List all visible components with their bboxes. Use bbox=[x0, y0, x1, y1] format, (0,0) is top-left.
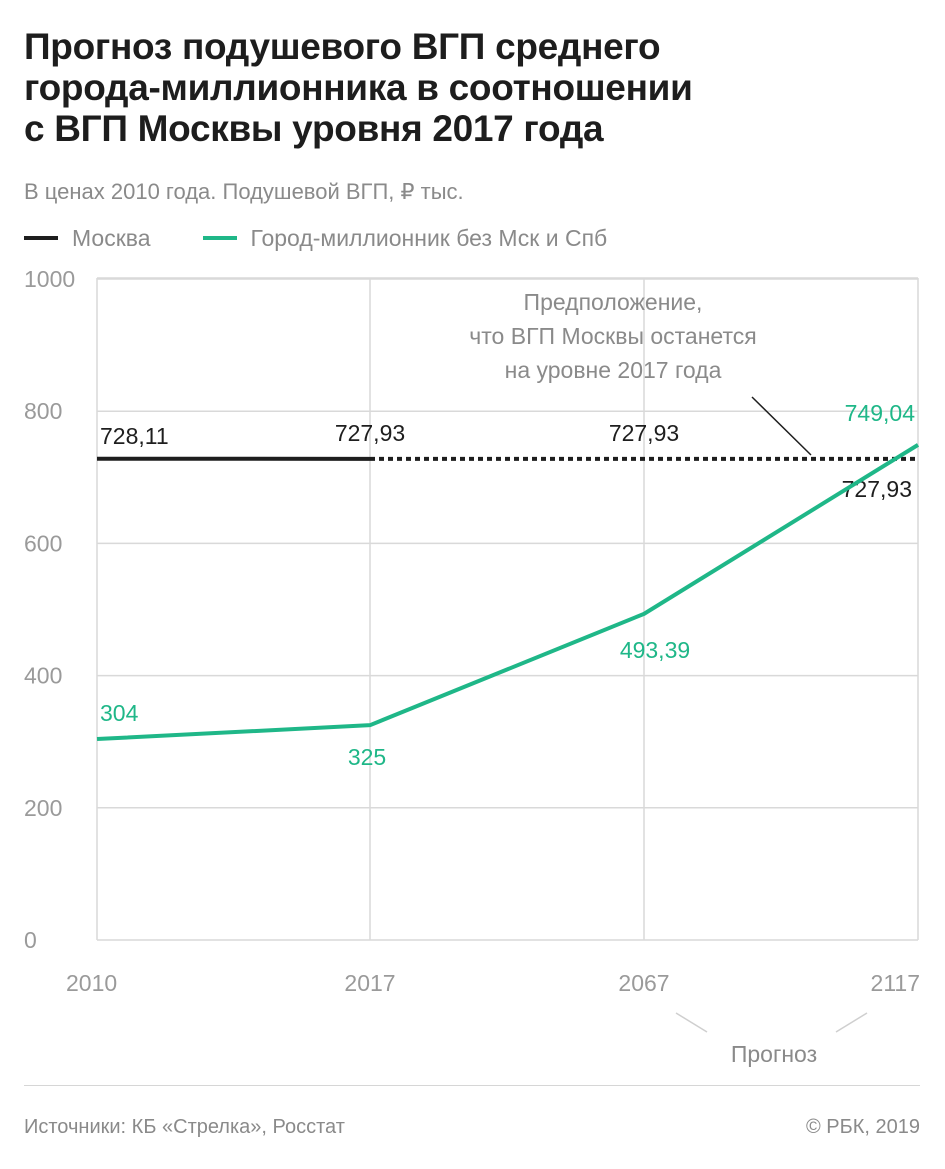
chart-title: Прогноз подушевого ВГП среднего города-м… bbox=[24, 26, 924, 149]
footer-divider bbox=[24, 1085, 920, 1086]
x-tick-label-2067: 2067 bbox=[618, 970, 669, 996]
y-tick-label-1000: 1000 bbox=[24, 266, 75, 292]
forecast-label: Прогноз bbox=[731, 1041, 817, 1067]
title-line-3: с ВГП Москвы уровня 2017 года bbox=[24, 108, 604, 149]
city-data-label-2117: 749,04 bbox=[845, 400, 916, 426]
x-tick-label-2117: 2117 bbox=[871, 970, 920, 996]
forecast-bracket-right bbox=[835, 1012, 868, 1033]
city-series-line bbox=[96, 443, 920, 742]
legend-item-moscow: Москва bbox=[24, 225, 151, 252]
annotation-line-1: Предположение, bbox=[524, 289, 703, 315]
moscow-data-label-2067: 727,93 bbox=[609, 420, 679, 446]
moscow-data-label-2117: 727,93 bbox=[842, 476, 912, 502]
legend: Москва Город-миллионник без Мск и Спб bbox=[24, 224, 659, 252]
city-data-label-2017: 325 bbox=[348, 744, 386, 770]
source-note: Источники: КБ «Стрелка», Росстат bbox=[24, 1116, 345, 1138]
moscow-data-label-2017: 727,93 bbox=[335, 420, 405, 446]
city-data-label-2067: 493,39 bbox=[620, 637, 690, 663]
legend-swatch-moscow bbox=[24, 236, 58, 240]
x-tick-label-2017: 2017 bbox=[344, 970, 395, 996]
legend-label-moscow: Москва bbox=[72, 224, 151, 251]
forecast-bracket-left bbox=[675, 1012, 708, 1033]
title-line-2: города-миллионника в соотношении bbox=[24, 67, 693, 108]
annotation-line-3: на уровне 2017 года bbox=[505, 357, 722, 383]
legend-item-city: Город-миллионник без Мск и Спб bbox=[202, 224, 608, 252]
chart-subtitle: В ценах 2010 года. Подушевой ВГП, ₽ тыс. bbox=[24, 179, 464, 204]
y-tick-label-400: 400 bbox=[24, 663, 62, 689]
y-tick-label-800: 800 bbox=[24, 398, 62, 424]
annotation-line-2: что ВГП Москвы останется bbox=[469, 323, 756, 349]
city-data-label-2010: 304 bbox=[100, 700, 139, 726]
title-line-1: Прогноз подушевого ВГП среднего bbox=[24, 26, 661, 67]
legend-swatch-city bbox=[202, 236, 237, 240]
x-tick-label-2010: 2010 bbox=[66, 970, 117, 996]
y-tick-label-600: 600 bbox=[24, 530, 62, 556]
annotation-pointer bbox=[751, 396, 812, 456]
y-tick-label-0: 0 bbox=[24, 927, 37, 953]
copyright: © РБК, 2019 bbox=[805, 1116, 920, 1138]
legend-label-city: Город-миллионник без Мск и Спб bbox=[250, 224, 608, 251]
y-tick-label-200: 200 bbox=[24, 795, 62, 821]
moscow-data-label-2010: 728,11 bbox=[100, 423, 169, 449]
